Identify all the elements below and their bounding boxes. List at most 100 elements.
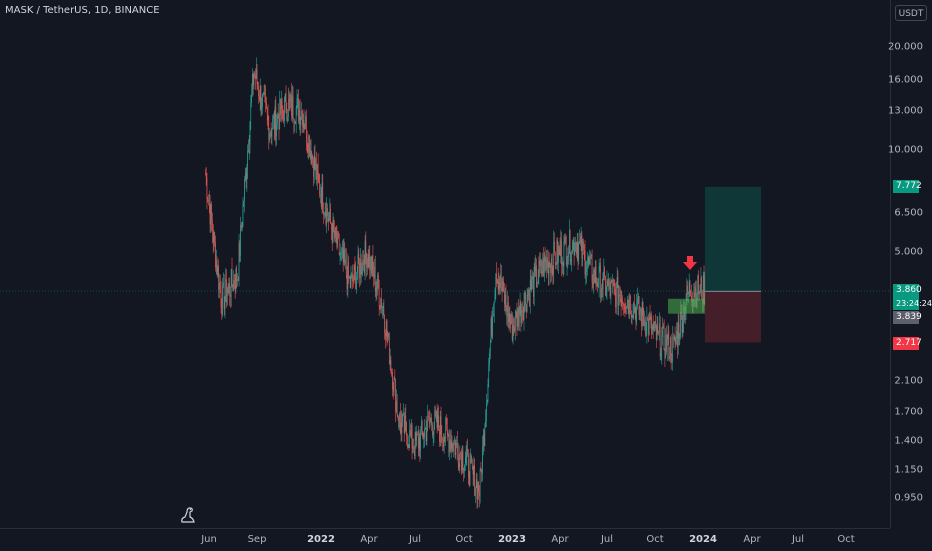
candle-body bbox=[263, 92, 265, 94]
candle-body bbox=[308, 135, 309, 153]
candle-body bbox=[547, 257, 548, 268]
loss-zone[interactable] bbox=[705, 291, 761, 343]
time-tick-label: Jul bbox=[791, 534, 805, 545]
candle-body bbox=[653, 324, 655, 330]
candle-body bbox=[242, 204, 244, 227]
candle-body bbox=[511, 314, 513, 340]
candle-body bbox=[502, 281, 504, 291]
candle-body bbox=[444, 437, 446, 439]
candle-body bbox=[487, 384, 489, 402]
candle-body bbox=[273, 115, 275, 131]
candle-body bbox=[370, 256, 372, 274]
candle-body bbox=[695, 286, 696, 297]
candle-body bbox=[600, 266, 601, 298]
candle-body bbox=[465, 456, 467, 464]
candle-body bbox=[617, 277, 619, 306]
profit-zone[interactable] bbox=[705, 186, 761, 292]
candle-body bbox=[591, 258, 593, 283]
candle-body bbox=[338, 232, 339, 238]
candle-body bbox=[630, 313, 632, 318]
candle-body bbox=[637, 295, 639, 299]
candle-body bbox=[575, 242, 576, 250]
candle-body bbox=[577, 242, 579, 260]
candle-body bbox=[341, 249, 342, 251]
candle-body bbox=[356, 272, 358, 278]
candle-body bbox=[567, 257, 569, 264]
candle-body bbox=[374, 266, 375, 279]
candle-body bbox=[547, 257, 549, 275]
candle-body bbox=[331, 223, 332, 231]
candle-body bbox=[660, 353, 662, 357]
price-axis[interactable]: 20.000 16.000 13.000 10.000 6.500 5.000 2.100 1… bbox=[888, 0, 932, 528]
candle-body bbox=[281, 100, 283, 109]
candle-body bbox=[279, 98, 280, 129]
candle-body bbox=[241, 224, 242, 229]
candle-body bbox=[240, 224, 241, 256]
candle-body bbox=[421, 421, 423, 432]
candle-body bbox=[352, 281, 354, 282]
candle-body bbox=[258, 87, 259, 97]
candle-body bbox=[628, 305, 630, 314]
candle-body bbox=[633, 302, 635, 313]
candle-body bbox=[542, 257, 544, 273]
candle-body bbox=[219, 282, 220, 290]
candle-body bbox=[534, 267, 536, 272]
candle-body bbox=[256, 68, 258, 85]
candle-body bbox=[343, 249, 345, 262]
candle-body bbox=[679, 336, 681, 340]
candle-body bbox=[248, 150, 249, 152]
price-chart[interactable] bbox=[0, 0, 890, 528]
candle-body bbox=[298, 109, 300, 122]
candle-body bbox=[553, 241, 554, 275]
candle-body bbox=[208, 200, 209, 201]
candle-body bbox=[349, 276, 350, 278]
candle-body bbox=[266, 101, 267, 109]
candle-body bbox=[572, 239, 574, 242]
candle-body bbox=[236, 268, 237, 281]
candle-body bbox=[590, 254, 591, 260]
candle-body bbox=[483, 434, 485, 446]
candle-body bbox=[585, 272, 587, 275]
candle-body bbox=[449, 439, 450, 452]
candle-body bbox=[254, 73, 255, 75]
candle-body bbox=[406, 435, 408, 448]
time-axis[interactable]: Jun Sep 2022 Apr Jul Oct 2023 Apr Jul Oct 2024 Apr J… bbox=[0, 528, 890, 551]
time-tick-label: Oct bbox=[837, 534, 855, 545]
candle-body bbox=[651, 316, 652, 335]
candle-body bbox=[452, 447, 453, 452]
candle-body bbox=[257, 84, 259, 88]
candle-body bbox=[580, 235, 582, 243]
candle-body bbox=[529, 279, 531, 307]
candle-body bbox=[363, 259, 364, 265]
candle-body bbox=[475, 479, 477, 488]
candle-body bbox=[442, 439, 444, 447]
candle-body bbox=[353, 265, 355, 282]
candle-body bbox=[378, 288, 380, 307]
candle-body bbox=[623, 303, 624, 305]
candle-body bbox=[259, 96, 260, 100]
candle-body bbox=[280, 100, 282, 115]
candle-body bbox=[637, 298, 638, 306]
long-position-tool[interactable] bbox=[705, 186, 761, 343]
candle-body bbox=[269, 133, 270, 141]
candle-body bbox=[680, 311, 681, 337]
dino-icon[interactable] bbox=[179, 504, 197, 524]
candle-body bbox=[659, 323, 661, 357]
candle-body bbox=[539, 260, 540, 267]
currency-selector[interactable]: USDT bbox=[895, 5, 927, 21]
candle-body bbox=[303, 120, 305, 128]
candle-body bbox=[359, 263, 360, 279]
candle-body bbox=[496, 273, 497, 284]
candle-body bbox=[532, 276, 534, 298]
candle-body bbox=[587, 263, 588, 268]
candle-body bbox=[624, 307, 626, 309]
candle-body bbox=[319, 180, 320, 195]
candle-body bbox=[213, 232, 215, 243]
candle-body bbox=[309, 135, 310, 157]
candle-body bbox=[619, 296, 621, 299]
candle-body bbox=[387, 335, 389, 339]
candle-body bbox=[665, 334, 666, 358]
demand-zone[interactable] bbox=[668, 298, 705, 314]
candle-body bbox=[476, 479, 478, 500]
candle-body bbox=[647, 318, 648, 319]
